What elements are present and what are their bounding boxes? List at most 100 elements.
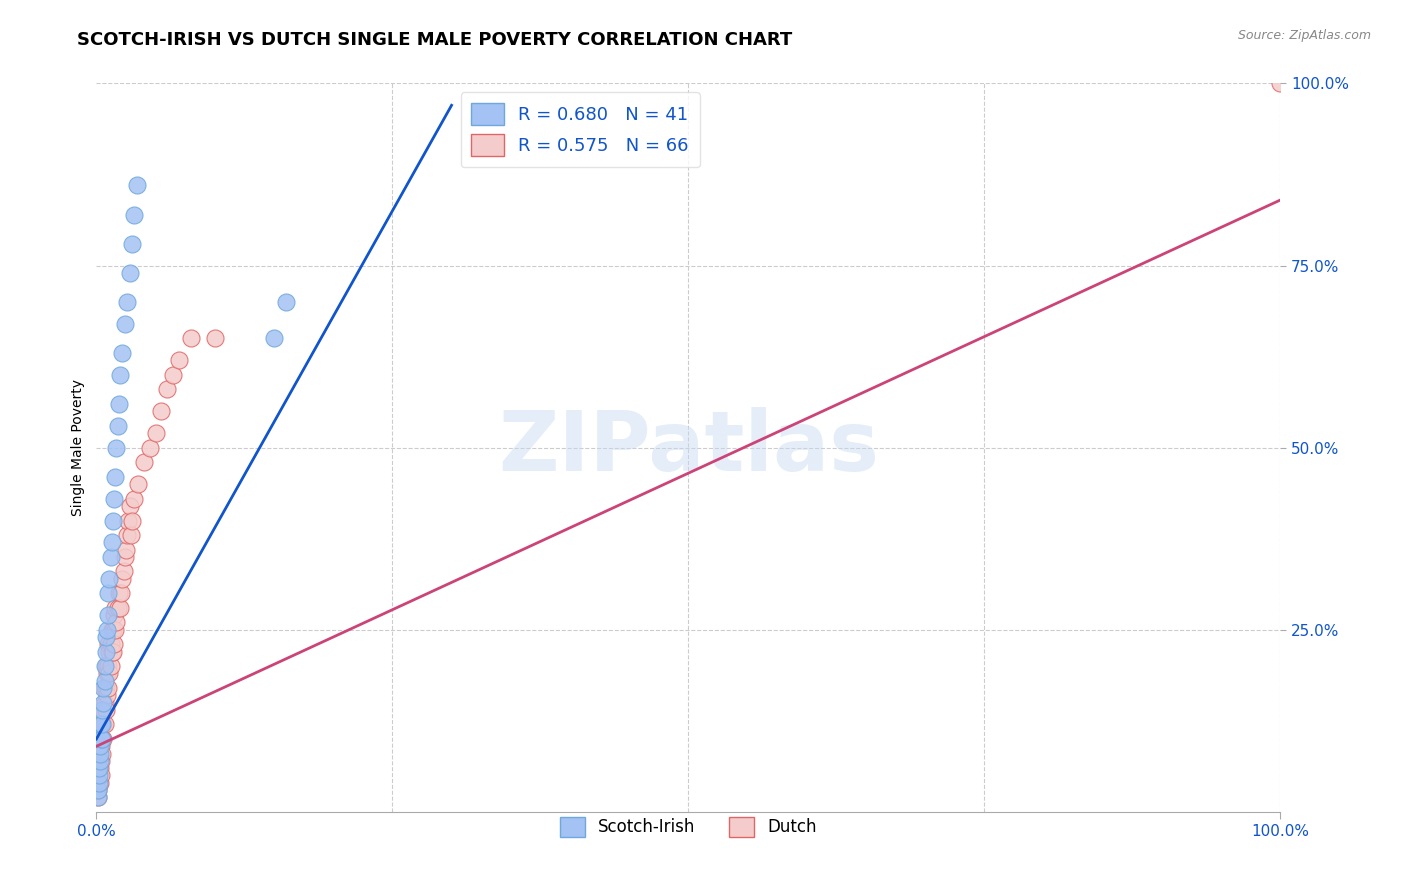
- Point: [101, 623, 124, 637]
- Point: [89, 761, 111, 775]
- Point: [118, 266, 141, 280]
- Point: [91, 732, 114, 747]
- Point: [90, 717, 112, 731]
- Point: [90, 739, 112, 754]
- Point: [118, 499, 141, 513]
- Point: [94, 659, 117, 673]
- Point: [115, 295, 138, 310]
- Point: [100, 637, 122, 651]
- Point: [100, 623, 122, 637]
- Point: [100, 645, 122, 659]
- Point: [94, 645, 117, 659]
- Point: [108, 601, 131, 615]
- Point: [97, 659, 120, 673]
- Point: [138, 441, 160, 455]
- Point: [91, 732, 114, 747]
- Point: [96, 666, 118, 681]
- Point: [101, 514, 124, 528]
- Point: [98, 645, 121, 659]
- Point: [86, 783, 108, 797]
- Point: [110, 586, 132, 600]
- Point: [100, 659, 122, 673]
- Text: ZIPatlas: ZIPatlas: [498, 407, 879, 488]
- Point: [112, 565, 135, 579]
- Point: [96, 689, 118, 703]
- Point: [97, 608, 120, 623]
- Point: [93, 703, 115, 717]
- Point: [103, 491, 125, 506]
- Point: [132, 455, 155, 469]
- Point: [111, 346, 134, 360]
- Point: [121, 514, 143, 528]
- Point: [93, 673, 115, 688]
- Point: [114, 317, 136, 331]
- Point: [125, 178, 148, 193]
- Point: [127, 477, 149, 491]
- Point: [93, 681, 115, 695]
- Point: [87, 761, 110, 775]
- Point: [86, 790, 108, 805]
- Point: [93, 681, 115, 695]
- Point: [91, 747, 114, 761]
- Point: [91, 717, 114, 731]
- Point: [100, 535, 122, 549]
- Point: [90, 732, 112, 747]
- Point: [98, 666, 121, 681]
- Point: [89, 747, 111, 761]
- Point: [114, 549, 136, 564]
- Point: [101, 645, 124, 659]
- Point: [86, 783, 108, 797]
- Point: [91, 717, 114, 731]
- Text: SCOTCH-IRISH VS DUTCH SINGLE MALE POVERTY CORRELATION CHART: SCOTCH-IRISH VS DUTCH SINGLE MALE POVERT…: [77, 31, 793, 49]
- Point: [156, 383, 179, 397]
- Point: [93, 717, 115, 731]
- Point: [108, 586, 131, 600]
- Point: [167, 353, 190, 368]
- Point: [150, 404, 173, 418]
- Point: [87, 776, 110, 790]
- Point: [121, 236, 143, 251]
- Point: [87, 761, 110, 775]
- Point: [93, 659, 115, 673]
- Point: [274, 295, 297, 310]
- Point: [94, 630, 117, 644]
- Point: [204, 331, 226, 345]
- Point: [97, 681, 120, 695]
- Point: [87, 768, 110, 782]
- Point: [87, 768, 110, 782]
- Point: [100, 549, 122, 564]
- Point: [93, 717, 115, 731]
- Point: [122, 208, 145, 222]
- Point: [122, 491, 145, 506]
- Point: [87, 776, 110, 790]
- Point: [115, 528, 138, 542]
- Point: [1270, 77, 1292, 91]
- Point: [89, 747, 111, 761]
- Point: [94, 703, 117, 717]
- Point: [89, 739, 111, 754]
- Point: [105, 441, 128, 455]
- Legend: Scotch-Irish, Dutch: Scotch-Irish, Dutch: [554, 810, 824, 844]
- Point: [103, 608, 125, 623]
- Text: Source: ZipAtlas.com: Source: ZipAtlas.com: [1237, 29, 1371, 42]
- Point: [98, 572, 121, 586]
- Point: [162, 368, 184, 382]
- Point: [89, 776, 111, 790]
- Point: [91, 703, 114, 717]
- Point: [104, 623, 127, 637]
- Point: [263, 331, 285, 345]
- Point: [108, 397, 131, 411]
- Point: [86, 790, 108, 805]
- Point: [90, 768, 112, 782]
- Point: [107, 601, 129, 615]
- Point: [104, 470, 127, 484]
- Point: [108, 368, 131, 382]
- Point: [145, 426, 167, 441]
- Point: [96, 623, 118, 637]
- Point: [90, 754, 112, 768]
- Point: [89, 754, 111, 768]
- Point: [180, 331, 202, 345]
- Point: [97, 637, 120, 651]
- Point: [115, 542, 138, 557]
- Point: [107, 418, 129, 433]
